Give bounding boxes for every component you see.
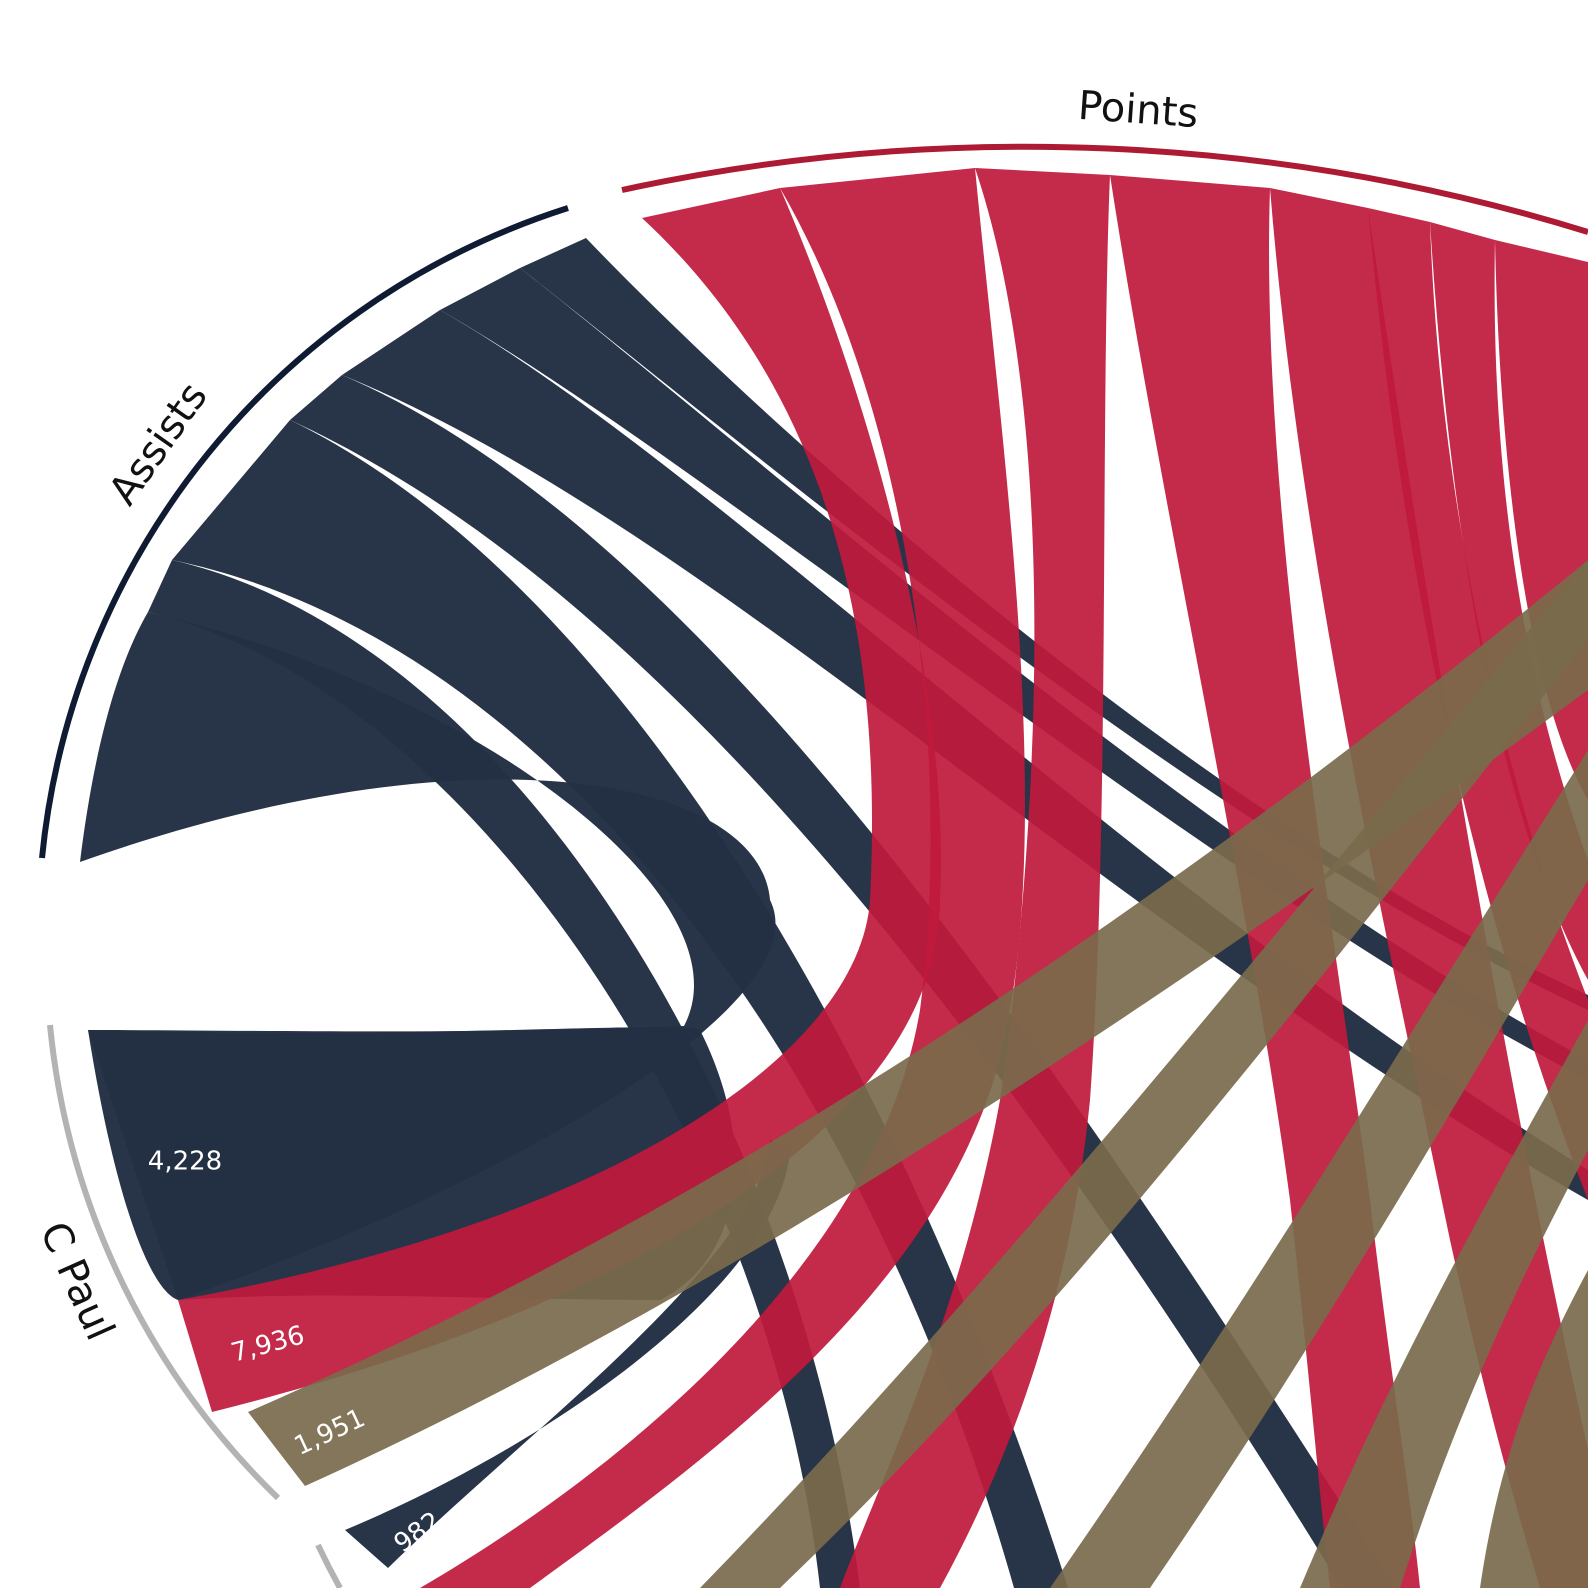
group-arc-c-paul-3 (315, 1543, 343, 1588)
ribbon-rebounds-17 (248, 560, 1588, 1486)
ribbons-layer (80, 168, 1588, 1588)
ribbon-assists-8 (345, 1140, 790, 1568)
group-label-c-paul: C Paul (31, 1215, 123, 1347)
ribbon-rebounds-20 (1300, 1020, 1588, 1588)
ribbon-points-10 (420, 168, 1025, 1588)
group-arc-points-0 (621, 143, 1588, 235)
group-arc-c-paul-2 (47, 1024, 281, 1501)
ribbon-points-15 (1430, 222, 1588, 980)
group-label-assists: Assists (100, 374, 217, 513)
ribbon-assists-0 (520, 238, 1588, 1010)
group-arc-assists-1 (39, 205, 569, 859)
ribbon-rebounds-21 (1480, 1270, 1588, 1588)
value-label-0: 4,228 (148, 1147, 222, 1177)
group-arcs-layer (39, 143, 1588, 1588)
group-label-points: Points (1077, 83, 1200, 137)
ribbon-points-9 (178, 188, 941, 1412)
ribbon-assists-3 (290, 375, 1395, 1588)
